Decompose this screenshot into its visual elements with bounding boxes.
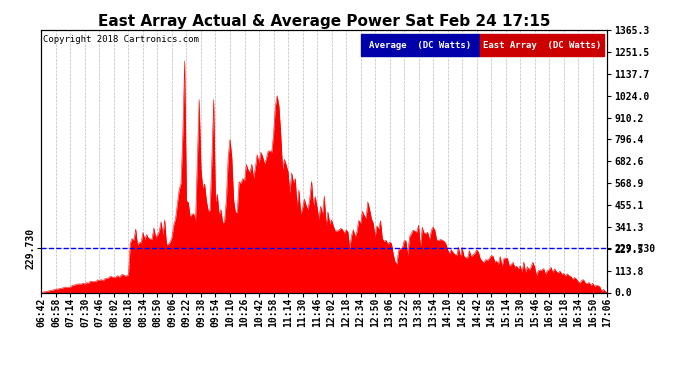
- Title: East Array Actual & Average Power Sat Feb 24 17:15: East Array Actual & Average Power Sat Fe…: [98, 14, 551, 29]
- Text: Copyright 2018 Cartronics.com: Copyright 2018 Cartronics.com: [43, 35, 199, 44]
- Text: Average  (DC Watts): Average (DC Watts): [369, 40, 471, 50]
- FancyBboxPatch shape: [480, 34, 604, 56]
- Text: East Array  (DC Watts): East Array (DC Watts): [483, 40, 601, 50]
- FancyBboxPatch shape: [361, 34, 480, 56]
